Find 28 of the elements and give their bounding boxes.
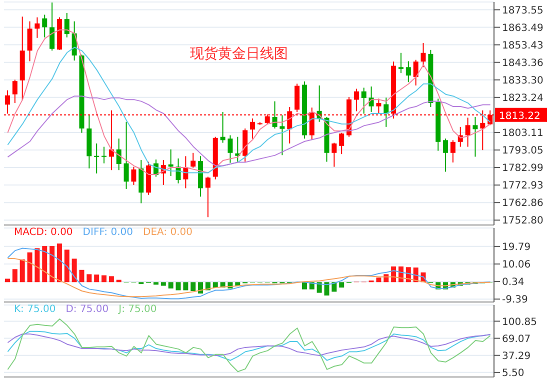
y-tick-label: 1873.55	[502, 5, 544, 16]
series-label: K: 75.00	[14, 304, 56, 315]
y-tick-label: 100.85	[502, 316, 537, 328]
y-tick-label: 10.06	[502, 260, 531, 271]
y-tick-label: 1823.24	[502, 92, 544, 104]
text: DEA: 0.00	[143, 227, 192, 238]
y-tick-label: 19.79	[502, 242, 531, 253]
y-tick-label: 69.07	[502, 334, 531, 345]
y-tick-label: 1752.80	[502, 216, 544, 227]
y-tick-label: -9.39	[502, 294, 528, 306]
y-tick-label: 1843.36	[502, 58, 544, 69]
y-tick-label: 1833.30	[502, 75, 544, 86]
ref-line-label: 1813.22	[499, 110, 540, 122]
y-tick-label: 37.29	[502, 350, 531, 362]
text: J: 75.00	[118, 304, 157, 315]
text: D: 75.00	[66, 304, 109, 315]
y-tick-label: 1863.49	[502, 22, 544, 34]
y-tick-label: 0.34	[502, 277, 524, 288]
y-tick-label: 1782.99	[502, 163, 544, 174]
y-tick-label: 1793.05	[502, 146, 544, 157]
series-label: MACD: 0.00	[14, 227, 73, 238]
y-tick-label: 1762.86	[502, 198, 544, 210]
y-tick-label: 1853.43	[502, 40, 544, 52]
text: DIFF: 0.00	[82, 227, 133, 238]
text: 现货黄金日线图	[190, 45, 288, 63]
y-tick-label: 5.50	[502, 368, 524, 378]
y-tick-label: 1772.93	[502, 180, 544, 192]
y-tick-label: 1803.11	[502, 128, 544, 140]
